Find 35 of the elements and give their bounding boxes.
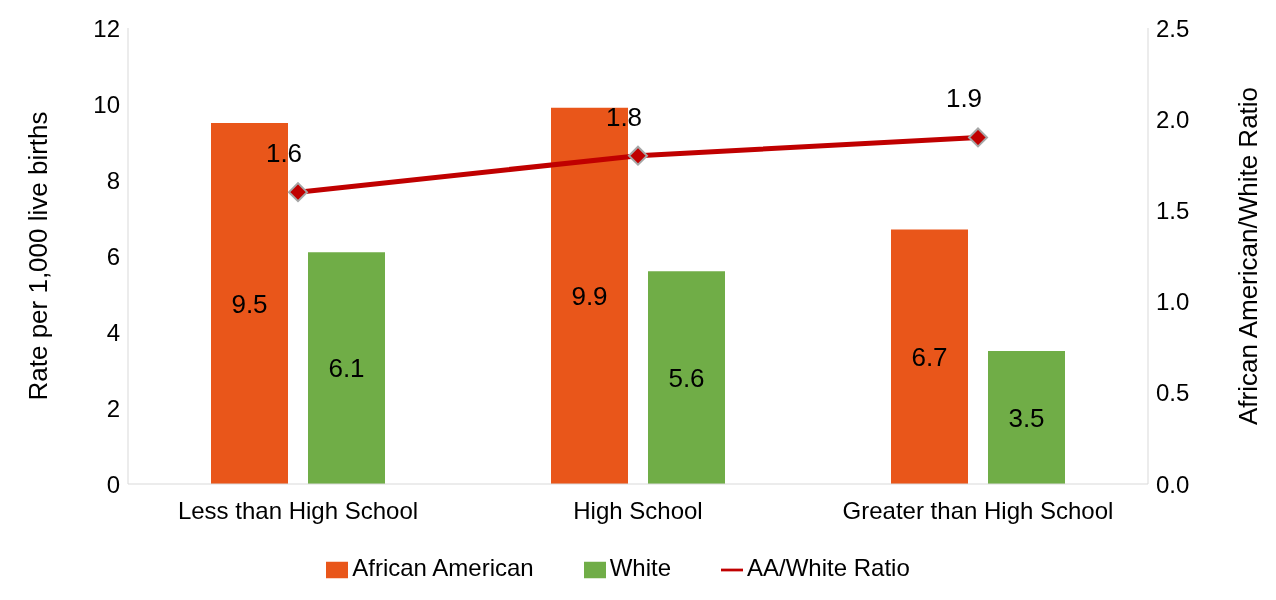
y2-tick-label: 2.0 (1156, 105, 1190, 133)
data-label: 9.9 (571, 281, 608, 312)
data-label: 6.1 (328, 353, 365, 384)
bar (308, 252, 385, 484)
data-label: 6.7 (911, 341, 948, 372)
y-tick-label: 12 (93, 14, 120, 42)
bar (988, 351, 1065, 484)
data-label: 5.6 (668, 362, 705, 393)
y2-tick-label: 0.5 (1156, 379, 1190, 407)
data-label: 9.5 (231, 288, 268, 319)
y-axis-title: Rate per 1,000 live births (23, 111, 54, 401)
point (628, 145, 648, 166)
bar (648, 271, 725, 484)
y-tick-label: 4 (106, 318, 120, 346)
legend-label: African American (352, 554, 534, 581)
legend-label: AA/White Ratio (747, 554, 910, 581)
x-tick-label: Less than High School (177, 497, 419, 525)
point (288, 182, 308, 203)
point (968, 127, 988, 148)
y-tick-label: 0 (106, 470, 120, 498)
data-label: 3.5 (1008, 402, 1045, 433)
y2-tick-label: 1.5 (1156, 196, 1190, 224)
bar (891, 229, 968, 484)
y-tick-label: 8 (106, 166, 120, 194)
y-tick-label: 6 (106, 242, 120, 270)
y-tick-label: 10 (93, 90, 120, 118)
y2-tick-label: 2.5 (1156, 14, 1190, 42)
y-tick-label: 2 (106, 394, 120, 422)
x-tick-label: Greater than High School (842, 497, 1114, 525)
y2-tick-label: 1.0 (1156, 288, 1190, 316)
y2-axis-title: African American/White Ratio (1233, 86, 1264, 426)
x-tick-label: High School (573, 497, 703, 525)
data-label: 1.9 (945, 83, 983, 114)
legend-label: White (609, 554, 672, 581)
y2-tick-label: 0.0 (1156, 470, 1190, 498)
